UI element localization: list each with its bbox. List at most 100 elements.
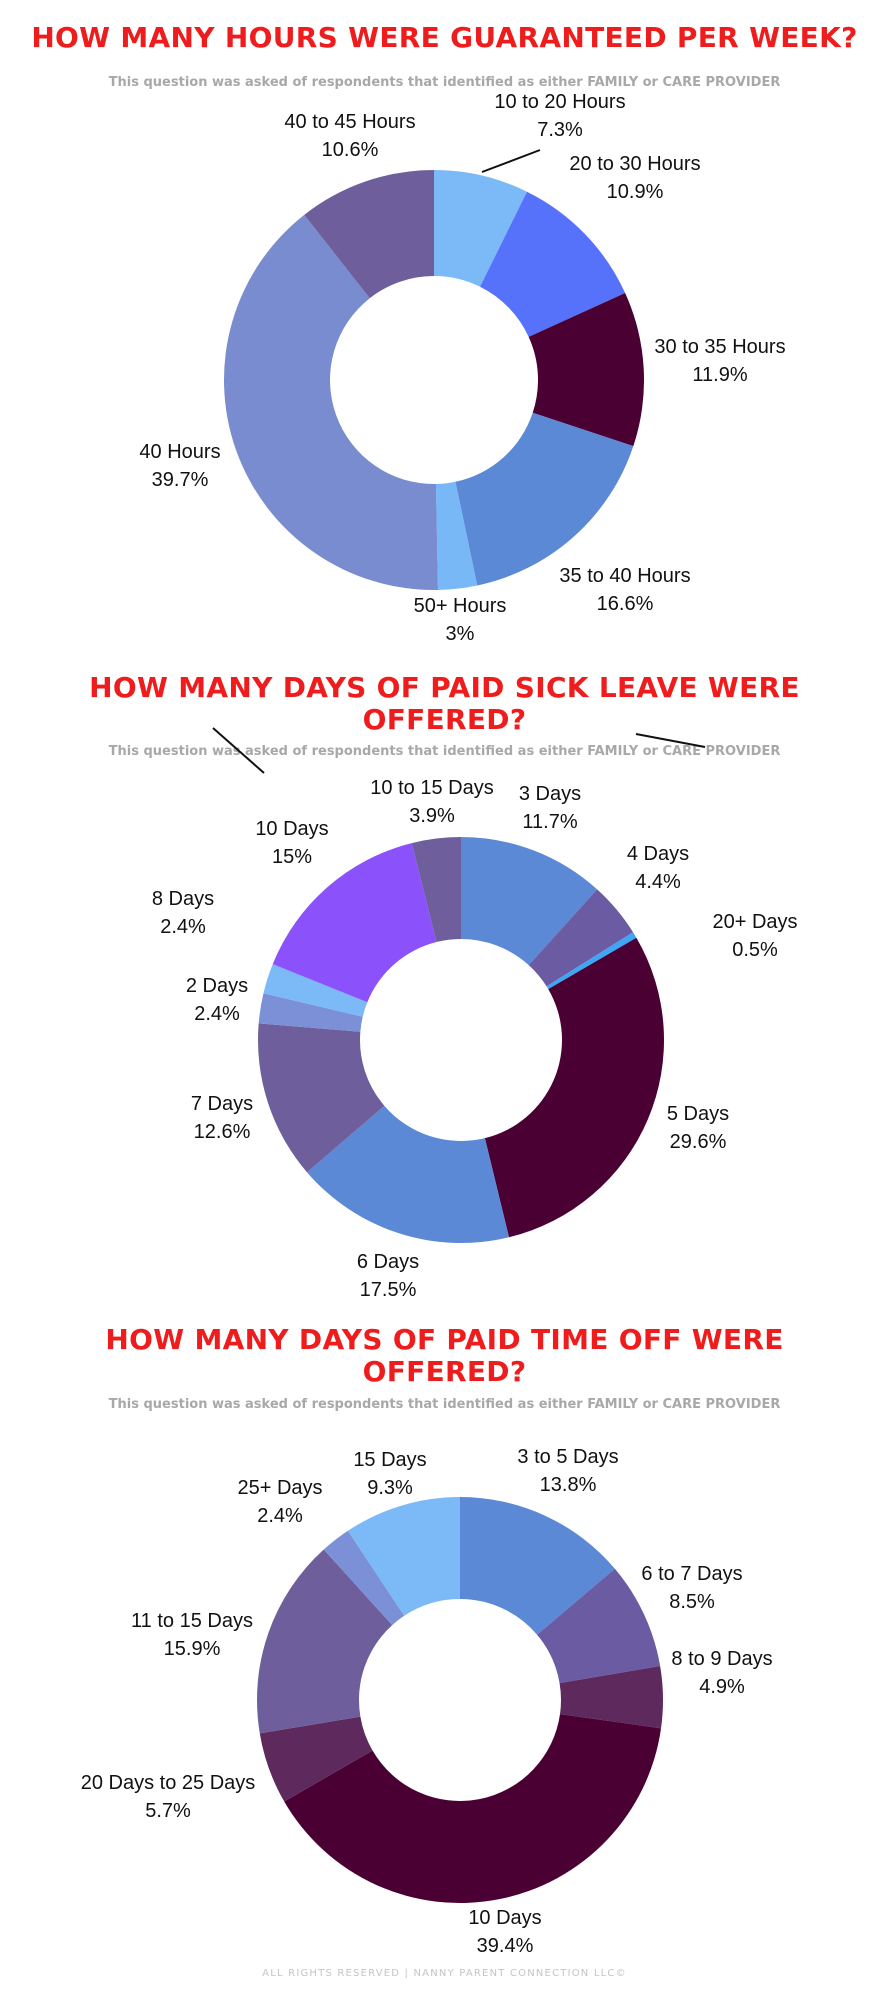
chart-title: HOW MANY DAYS OF PAID SICK LEAVE WERE OF… [89,671,800,736]
slice-category: 10 to 15 Days [370,777,493,799]
donut-slice [411,837,461,943]
slice-category: 6 Days [357,1251,419,1273]
slice-value: 3% [446,623,475,645]
slice-category: 3 to 5 Days [517,1446,618,1468]
slice-category: 50+ Hours [414,595,507,617]
donut-slice [259,1716,373,1802]
donut-slice [460,1497,615,1635]
slice-category: 11 to 15 Days [131,1610,253,1632]
slice-category: 10 Days [255,818,328,840]
slice-category: 20+ Days [712,911,797,933]
donut-slice [223,214,438,590]
donut-slice [559,1666,663,1729]
slice-label: 25+ Days 2.4% [237,1477,322,1527]
slice-value: 39.7% [152,469,209,491]
slice-label: 40 Hours 39.7% [139,441,220,491]
slice-value: 3.9% [409,805,455,827]
slice-label: 11 to 15 Days 15.9% [131,1610,253,1660]
chart-subtitle: This question was asked of respondents t… [108,1397,781,1412]
slice-label: 30 to 35 Hours 11.9% [654,336,785,386]
slice-category: 8 Days [152,888,214,910]
slice-category: 25+ Days [237,1477,322,1499]
slice-value: 0.5% [732,939,778,961]
slice-label: 10 to 20 Hours 7.3% [494,91,625,141]
slice-value: 10.6% [322,139,379,161]
slice-value: 15% [272,846,312,868]
donut-slice [461,837,598,966]
donut-slice [537,1568,661,1684]
slice-label: 50+ Hours 3% [414,595,507,645]
chart-title: HOW MANY DAYS OF PAID TIME OFF WERE OFFE… [105,1323,784,1388]
slice-value: 2.4% [257,1505,303,1527]
slice-category: 20 to 30 Hours [569,153,700,175]
slice-label: 2 Days 2.4% [186,975,248,1025]
slice-value: 10.9% [607,181,664,203]
slice-label: 4 Days 4.4% [627,843,689,893]
slice-category: 8 to 9 Days [671,1648,772,1670]
donut-slice [258,1023,385,1173]
slice-category: 6 to 7 Days [641,1563,742,1585]
donut-slice [347,1497,460,1616]
slice-category: 40 Hours [139,441,220,463]
leader-line [481,149,541,173]
slice-label: 20+ Days 0.5% [712,911,797,961]
slice-category: 5 Days [667,1103,729,1125]
slice-value: 5.7% [145,1800,191,1822]
slice-value: 16.6% [597,593,654,615]
donut-slice [323,1530,405,1626]
donut-slice [307,1105,510,1243]
slice-label: 3 Days 11.7% [519,783,581,833]
slice-category: 3 Days [519,783,581,805]
slice-value: 11.7% [522,811,577,833]
chart-title: HOW MANY HOURS WERE GUARANTEED PER WEEK? [31,21,858,54]
slice-label: 10 Days 15% [255,818,328,868]
slice-label: 8 to 9 Days 4.9% [671,1648,772,1698]
donut-slice [435,481,478,590]
slice-category: 7 Days [191,1093,253,1115]
slice-label: 20 Days to 25 Days 5.7% [81,1772,256,1822]
slice-category: 40 to 45 Hours [284,111,415,133]
slice-label: 5 Days 29.6% [667,1103,729,1153]
donut-slice [284,1714,662,1903]
slice-value: 12.6% [194,1121,251,1143]
slice-category: 10 to 20 Hours [494,91,625,113]
donut-slice [434,170,527,287]
donut-slice [258,993,363,1032]
slice-label: 10 to 15 Days 3.9% [370,777,493,827]
slice-label: 20 to 30 Hours 10.9% [569,153,700,203]
slice-value: 11.9% [692,364,747,386]
slice-label: 8 Days 2.4% [152,888,214,938]
slice-category: 4 Days [627,843,689,865]
slice-value: 8.5% [669,1591,715,1613]
slice-category: 20 Days to 25 Days [81,1772,256,1794]
donut-slice [304,170,434,299]
donut-chart-pto: 3 to 5 Days 13.8% 6 to 7 Days 8.5% 8 to 9 Da… [81,1446,773,1957]
donut-slice [480,191,626,337]
donut-slice [455,412,634,586]
slice-value: 17.5% [360,1279,417,1301]
slice-value: 15.9% [164,1638,221,1660]
donut-chart-hours: 10 to 20 Hours 7.3% 20 to 30 Hours 10.9% 30 … [139,91,785,645]
donut-slice [263,964,368,1017]
donut-slice [484,937,664,1238]
slice-value: 7.3% [537,119,583,141]
slice-category: 30 to 35 Hours [654,336,785,358]
donut-slice [257,1549,393,1734]
donut-slice [546,932,637,990]
slice-label: 35 to 40 Hours 16.6% [559,565,690,615]
slice-label: 10 Days 39.4% [468,1907,541,1957]
slice-value: 9.3% [367,1477,413,1499]
slice-label: 40 to 45 Hours 10.6% [284,111,415,161]
slice-label: 3 to 5 Days 13.8% [517,1446,618,1496]
chart-subtitle: This question was asked of respondents t… [108,75,781,90]
slice-value: 39.4% [477,1935,534,1957]
donut-chart-sick-leave: 3 Days 11.7% 4 Days 4.4% 20+ Days 0.5% 5 Days 2… [152,727,798,1301]
slice-category: 35 to 40 Hours [559,565,690,587]
leader-line [635,733,706,748]
slice-category: 10 Days [468,1907,541,1929]
slice-value: 2.4% [194,1003,240,1025]
slice-label: 7 Days 12.6% [191,1093,253,1143]
donut-slice [272,843,437,1003]
footer-copyright: ALL RIGHTS RESERVED | NANNY PARENT CONNE… [262,1968,627,1979]
slice-value: 4.9% [699,1676,745,1698]
